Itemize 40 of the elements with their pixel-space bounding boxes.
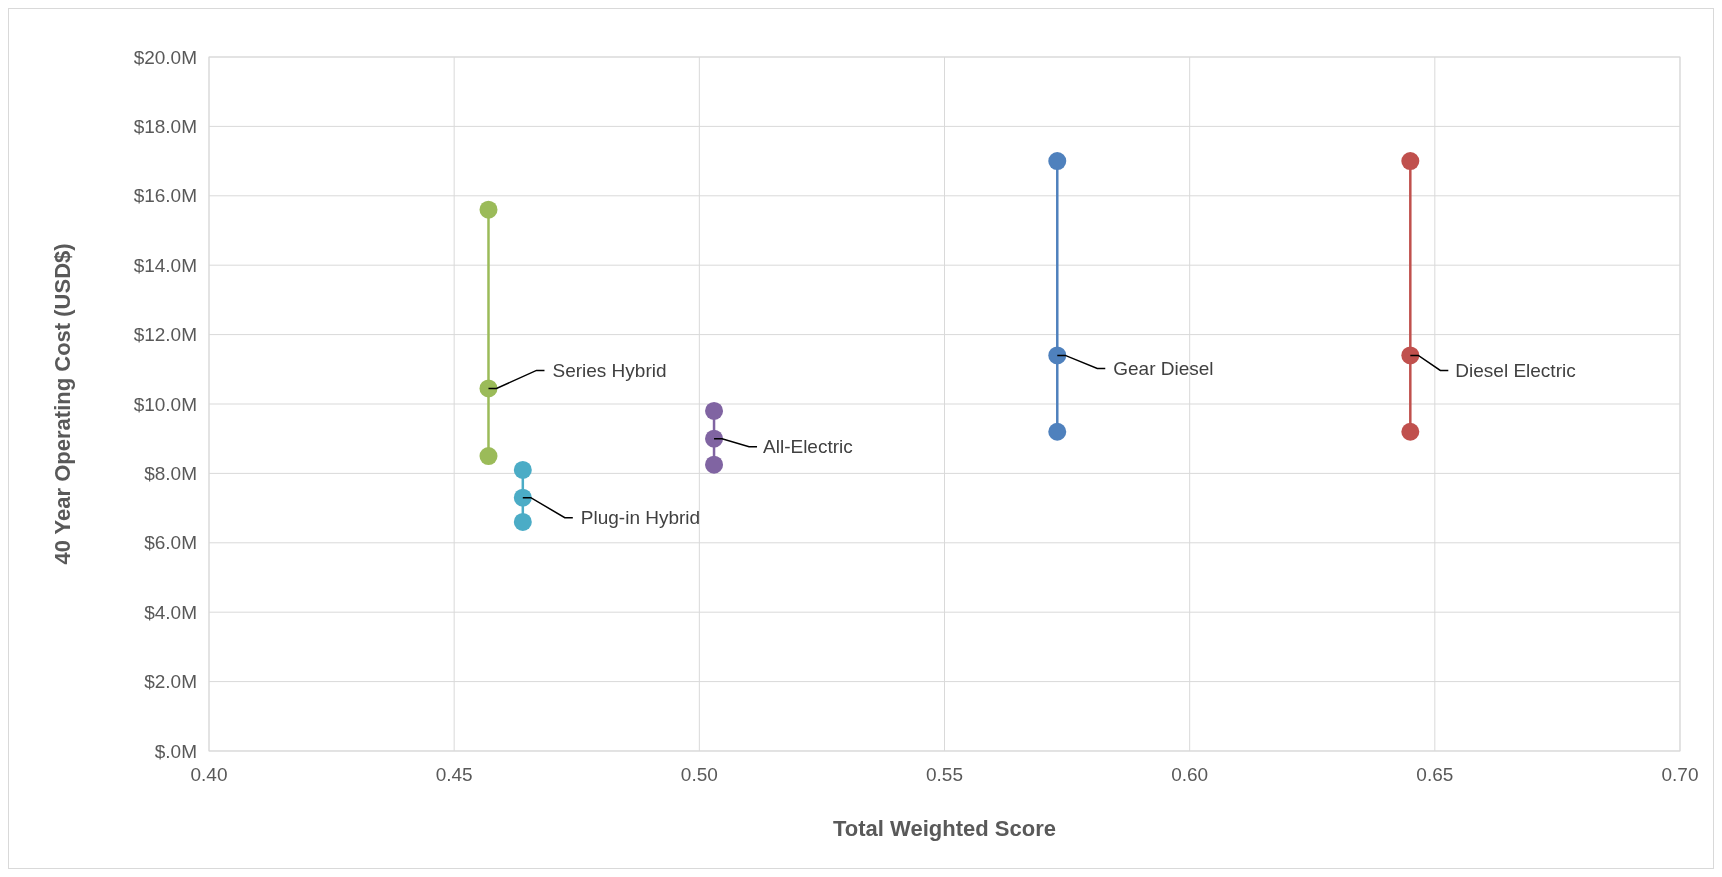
point <box>705 429 724 448</box>
point <box>513 488 532 507</box>
point <box>1048 422 1067 441</box>
annotation: Plug-in Hybrid <box>580 507 701 529</box>
x-tick-label: 0.70 <box>1661 764 1699 785</box>
point <box>513 512 532 531</box>
x-tick-label: 0.55 <box>926 764 963 785</box>
point <box>1048 152 1067 171</box>
annotation: Gear Diesel <box>1113 358 1214 380</box>
x-tick-label: 0.65 <box>1416 764 1454 785</box>
y-tick-label: $12.0M <box>133 324 197 346</box>
point <box>479 200 498 219</box>
y-tick-label: $18.0M <box>133 116 197 138</box>
y-tick-label: $10.0M <box>133 393 197 415</box>
point <box>479 447 498 466</box>
annotation: All-Electric <box>763 436 853 458</box>
y-tick-label: $2.0M <box>144 671 197 693</box>
point <box>705 401 724 420</box>
point <box>1401 152 1420 171</box>
point <box>705 455 724 474</box>
point <box>513 460 532 479</box>
y-tick-label: $4.0M <box>144 601 197 623</box>
y-tick-label: $8.0M <box>144 463 197 485</box>
point <box>1401 422 1420 441</box>
x-tick-label: 0.45 <box>435 764 473 785</box>
x-tick-label: 0.50 <box>680 764 718 785</box>
y-tick-label: $6.0M <box>144 532 197 554</box>
x-axis-title: Total Weighted Score <box>833 816 1056 841</box>
y-tick-label: $14.0M <box>133 254 197 276</box>
point <box>1048 346 1067 365</box>
x-tick-label: 0.40 <box>190 764 228 785</box>
point <box>1401 346 1420 365</box>
y-tick-label: $16.0M <box>133 185 197 207</box>
y-tick-label: $.0M <box>154 740 197 762</box>
x-tick-label: 0.60 <box>1171 764 1209 785</box>
y-axis-title: 40 Year Operating Cost (USD$) <box>50 243 75 565</box>
annotation: Series Hybrid <box>552 360 667 382</box>
y-tick-label: $20.0M <box>133 46 197 68</box>
annotation: Diesel Electric <box>1455 360 1576 382</box>
point <box>479 379 498 398</box>
